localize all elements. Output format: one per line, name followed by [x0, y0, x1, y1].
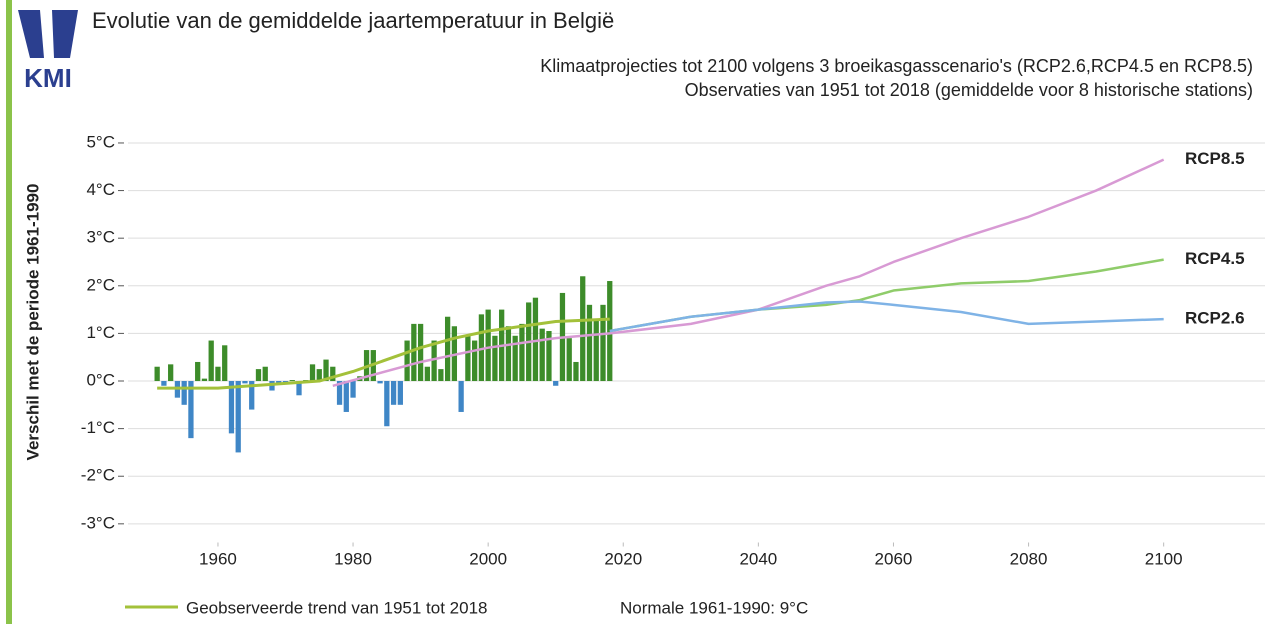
bar	[255, 369, 262, 382]
x-tick-label: 1980	[334, 549, 372, 568]
series-label: RCP8.5	[1185, 149, 1245, 168]
note: Normale 1961-1990: 9°C	[620, 598, 808, 617]
bar	[390, 381, 397, 405]
series-label: RCP2.6	[1185, 309, 1245, 328]
bar	[154, 366, 160, 382]
y-tick-label: 2°C	[86, 275, 115, 294]
bar	[161, 381, 167, 386]
y-tick-label: 3°C	[86, 228, 115, 247]
bar	[181, 381, 187, 405]
bar	[411, 323, 417, 382]
bar	[249, 381, 255, 410]
bar	[330, 366, 336, 382]
bar	[397, 381, 403, 405]
bar	[519, 323, 525, 382]
bar	[580, 276, 586, 382]
bar	[600, 304, 606, 382]
bar	[323, 359, 329, 382]
y-tick-label: 1°C	[86, 323, 115, 342]
bar	[343, 381, 349, 412]
x-tick-label: 2000	[469, 549, 507, 568]
bar	[377, 381, 383, 384]
bar	[458, 381, 464, 412]
x-tick-label: 2080	[1010, 549, 1048, 568]
legend-label: Geobserveerde trend van 1951 tot 2018	[186, 598, 488, 617]
bar	[438, 369, 444, 382]
bar	[404, 340, 410, 382]
y-tick-label: -3°C	[81, 513, 115, 532]
y-tick-label: 0°C	[86, 370, 115, 389]
y-tick-label: -2°C	[81, 466, 115, 485]
bar	[289, 380, 295, 382]
bar	[512, 335, 518, 382]
y-tick-label: 5°C	[86, 132, 115, 151]
chart-title: Evolutie van de gemiddelde jaartemperatu…	[92, 8, 614, 33]
bar	[262, 366, 268, 382]
bar	[309, 364, 316, 382]
bar	[492, 335, 498, 382]
bar	[215, 366, 221, 382]
subtitle: Observaties van 1951 tot 2018 (gemiddeld…	[685, 80, 1253, 100]
bar	[593, 319, 599, 382]
bar	[553, 381, 559, 386]
bar	[546, 331, 552, 382]
trend-line	[157, 317, 610, 390]
bar	[228, 381, 235, 434]
bar	[485, 309, 491, 382]
x-tick-label: 1960	[199, 549, 237, 568]
bar	[424, 366, 430, 382]
bar	[431, 340, 437, 382]
bar	[201, 378, 208, 382]
bar	[586, 304, 593, 382]
bar	[208, 340, 214, 382]
bar	[336, 381, 343, 405]
bar	[444, 316, 451, 382]
bar	[478, 314, 485, 382]
bar	[168, 364, 174, 382]
bar	[505, 326, 512, 382]
y-axis-label: Verschil met de periode 1961-1990	[23, 184, 42, 461]
bar	[465, 335, 471, 382]
side-bar	[6, 0, 12, 624]
bar	[316, 369, 322, 382]
projection-line	[332, 158, 1165, 387]
bar	[384, 381, 390, 427]
bar	[573, 361, 579, 382]
bar	[242, 381, 248, 384]
bar	[472, 340, 478, 382]
bar	[532, 297, 539, 382]
bar	[566, 338, 572, 382]
bar	[195, 361, 201, 382]
logo: KMI	[18, 10, 78, 93]
logo-text: KMI	[24, 63, 72, 93]
x-tick-label: 2020	[604, 549, 642, 568]
bar	[417, 323, 424, 382]
bar	[539, 328, 545, 382]
x-tick-label: 2060	[875, 549, 913, 568]
subtitle: Klimaatprojecties tot 2100 volgens 3 bro…	[540, 56, 1253, 76]
bar	[222, 345, 228, 382]
x-tick-label: 2040	[739, 549, 777, 568]
bar	[350, 381, 356, 398]
y-tick-label: -1°C	[81, 418, 115, 437]
y-tick-label: 4°C	[86, 180, 115, 199]
bar	[188, 381, 194, 439]
projection-line	[609, 300, 1164, 333]
bar	[276, 381, 282, 384]
bar	[235, 381, 241, 453]
x-tick-label: 2100	[1145, 549, 1183, 568]
bar	[296, 381, 302, 396]
series-label: RCP4.5	[1185, 249, 1245, 268]
projection-line	[609, 258, 1164, 333]
